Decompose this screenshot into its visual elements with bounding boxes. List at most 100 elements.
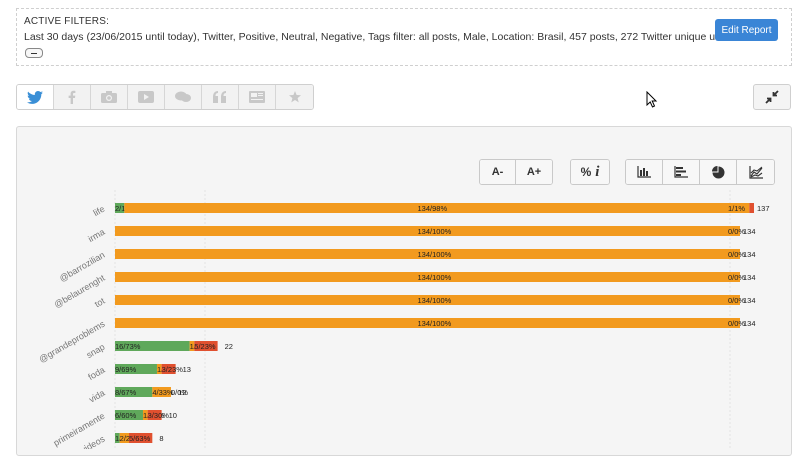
bar-value-label: 0/0% <box>728 319 745 328</box>
bar-total-label: 13 <box>183 365 191 374</box>
area-chart-button[interactable] <box>737 160 774 184</box>
font-smaller-button[interactable]: A- <box>480 160 516 184</box>
quote-icon <box>213 91 226 103</box>
bar-value-label: 6/60% <box>115 411 137 420</box>
horizontal-bars-icon <box>674 166 688 178</box>
bar-value-label: 0/0% <box>171 388 188 397</box>
youtube-tab[interactable] <box>128 85 165 109</box>
percent-label: % <box>580 165 592 179</box>
bar-segment <box>115 433 120 443</box>
bar-value-label: 2/1% <box>115 204 132 213</box>
facebook-icon <box>68 90 76 104</box>
bar-value-label: 1/1% <box>728 204 745 213</box>
news-icon <box>249 91 265 103</box>
pie-chart-button[interactable] <box>700 160 737 184</box>
bar-segment <box>189 341 195 351</box>
sentiment-bar-chart: life2/1%134/98%1/1%137irma0/0134/100%0/0… <box>37 190 770 449</box>
bar-segment <box>115 203 125 213</box>
mouse-cursor-icon <box>646 91 658 108</box>
bar-total-label: 134 <box>743 296 756 305</box>
bar-segment <box>115 318 740 328</box>
bar-segment <box>115 410 143 420</box>
chat-icon <box>175 91 191 102</box>
bar-value-label: 134/100% <box>418 250 452 259</box>
bar-total-label: 134 <box>743 273 756 282</box>
bar-total-label: 134 <box>743 250 756 259</box>
active-filters-description: Last 30 days (23/06/2015 until today), T… <box>24 31 738 43</box>
news-tab[interactable] <box>239 85 276 109</box>
bar-value-label: 134/100% <box>418 227 452 236</box>
shrink-view-button[interactable] <box>753 84 791 110</box>
bar-segment <box>156 364 162 374</box>
network-selector <box>16 84 314 110</box>
bar-total-label: 137 <box>757 204 770 213</box>
bar-total-label: 10 <box>169 411 177 420</box>
quote-tab[interactable] <box>202 85 239 109</box>
facebook-tab[interactable] <box>54 85 91 109</box>
area-chart-icon <box>748 165 763 179</box>
bar-value-label: 0/0% <box>728 296 745 305</box>
category-label: foda <box>86 365 106 382</box>
bar-value-label: 4/33% <box>152 388 174 397</box>
bar-value-label: 5/23% <box>194 342 216 351</box>
bar-value-label: 9/69% <box>115 365 137 374</box>
edit-report-button[interactable]: Edit Report <box>715 19 778 41</box>
bar-segment <box>749 203 754 213</box>
vertical-bar-chart-button[interactable] <box>626 160 663 184</box>
star-icon <box>288 91 301 103</box>
chart-panel <box>16 126 792 456</box>
instagram-icon <box>101 91 117 103</box>
info-icon: i <box>595 163 600 180</box>
bar-total-label: 8 <box>159 434 163 443</box>
bar-value-label: 5/63% <box>129 434 151 443</box>
twitter-icon <box>27 90 43 104</box>
category-label: snap <box>85 342 107 360</box>
star-tab[interactable] <box>276 85 313 109</box>
category-label: videos <box>79 433 107 449</box>
bar-segment <box>128 433 153 443</box>
bar-segment <box>115 364 157 374</box>
active-filters-title: ACTIVE FILTERS: <box>24 16 110 27</box>
bar-value-label: 134/98% <box>418 204 448 213</box>
bar-segment <box>161 364 176 374</box>
active-filters-panel: ACTIVE FILTERS: Last 30 days (23/06/2015… <box>16 8 792 66</box>
bar-segment <box>152 387 171 397</box>
chart-type-group <box>625 159 775 185</box>
font-larger-button[interactable]: A+ <box>516 160 552 184</box>
instagram-tab[interactable] <box>91 85 128 109</box>
bar-segment <box>124 203 750 213</box>
bar-value-label: 8/67% <box>115 388 137 397</box>
collapse-filters-button[interactable] <box>25 48 43 58</box>
font-size-group: A- A+ <box>479 159 553 185</box>
bar-segment <box>194 341 218 351</box>
horizontal-bar-chart-button[interactable] <box>663 160 700 184</box>
bar-segment <box>142 410 148 420</box>
bar-value-label: 0/0% <box>728 250 745 259</box>
bar-segment <box>115 226 740 236</box>
bar-value-label: 3/23% <box>162 365 184 374</box>
percent-info-group: % i <box>570 159 610 185</box>
bar-value-label: 3/30% <box>148 411 170 420</box>
bar-segment <box>115 341 190 351</box>
percent-info-button[interactable]: % i <box>571 160 609 184</box>
bar-total-label: 134 <box>743 319 756 328</box>
category-label: @grandeproblems <box>37 318 107 364</box>
twitter-tab[interactable] <box>17 85 54 109</box>
bar-segment <box>115 272 740 282</box>
bar-value-label: 134/100% <box>418 273 452 282</box>
bar-segment <box>119 433 129 443</box>
vertical-bars-icon <box>637 166 651 178</box>
chat-tab[interactable] <box>165 85 202 109</box>
pie-chart-icon <box>711 165 724 178</box>
bar-value-label: 0/0% <box>728 273 745 282</box>
youtube-icon <box>138 91 154 103</box>
category-label: vida <box>87 388 106 405</box>
shrink-icon <box>765 90 779 104</box>
bar-segment <box>115 249 740 259</box>
bar-total-label: 22 <box>225 342 233 351</box>
bar-value-label: 134/100% <box>418 296 452 305</box>
bar-segment <box>115 387 153 397</box>
bar-total-label: 134 <box>743 227 756 236</box>
bar-value-label: 0/0% <box>728 227 745 236</box>
bar-segment <box>115 295 740 305</box>
